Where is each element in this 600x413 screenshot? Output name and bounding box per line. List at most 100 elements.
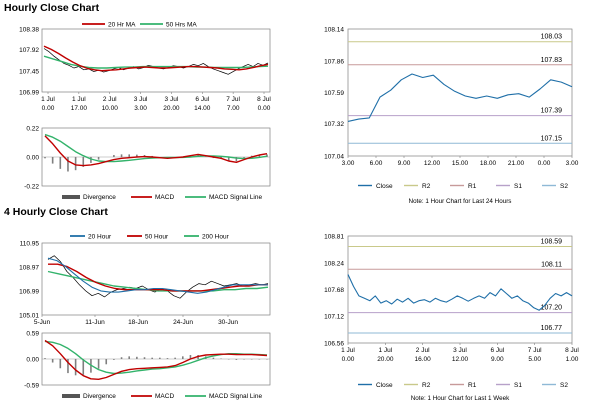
four-hourly-20-series <box>47 257 268 294</box>
four-hourly-200-series <box>47 270 269 292</box>
legend-20hr-ma: 20 Hr MA <box>108 22 136 29</box>
weekly-xtick-line: 1 Jul <box>341 347 355 354</box>
hourly-price-xtick: 8 Jul 0.00 <box>257 96 271 112</box>
hourly-24h-xtick: 9.00 <box>398 160 411 167</box>
four-hourly-price-frame <box>41 242 271 316</box>
four-hourly-price-xtick: 18-Jun <box>128 319 148 326</box>
hourly-24h-xtick-line: 21.00 <box>508 160 525 167</box>
hourly-price-xtick-line: 3.00 <box>134 105 147 112</box>
weekly-xtick-line: 1.00 <box>566 356 579 363</box>
hourly-20hr-ma-series <box>43 45 269 72</box>
hourly-price-xtick-line: 8 Jul <box>257 96 271 103</box>
weekly-level-r2-label: 108.59 <box>541 238 563 245</box>
hourly-close-series <box>43 48 269 75</box>
weekly-xtick-line: 20.00 <box>377 356 394 363</box>
four-hourly-legend-macd-signal: MACD Signal Line <box>209 393 262 400</box>
hourly-24h-xtick: 3.00 <box>566 160 579 167</box>
hourly-price-xtick-line: 17.00 <box>71 105 88 112</box>
hourly-section-title: Hourly Close Chart <box>4 2 100 14</box>
weekly-xtick-line: 3 Jul <box>453 347 467 354</box>
hourly-24h-ytick: 107.86 <box>324 59 344 66</box>
hourly-price-xtick: 3 Jul 20.00 <box>163 96 180 112</box>
hourly-price-xtick: 1 Jul 17.00 <box>71 96 88 112</box>
weekly-xtick-line: 12.00 <box>452 356 469 363</box>
hourly-price-ytick: 106.99 <box>19 89 39 96</box>
hourly-price-xtick-line: 6 Jul <box>195 96 209 103</box>
weekly-ytick: 106.56 <box>324 340 344 347</box>
hourly-price-frame <box>41 28 271 93</box>
hourly-50hrs-ma-series <box>43 55 269 69</box>
hourly-price-xtick: 2 Jul 10.00 <box>102 96 119 112</box>
hourly-price-xtick: 6 Jul 14.00 <box>194 96 211 112</box>
weekly-xtick: 1 Jul 0.00 <box>341 347 355 363</box>
four-hourly-macd-ytick: 0.59 <box>26 330 39 337</box>
four-hourly-price-xtick: 5-Jun <box>34 319 51 326</box>
weekly-legend-close: Close <box>376 382 393 389</box>
hourly-price-ytick: 107.45 <box>19 68 39 75</box>
hourly-24h-ytick: 107.59 <box>324 90 344 97</box>
four-hourly-close-series <box>47 255 269 299</box>
four-hourly-price-xtick: 24-Jun <box>173 319 193 326</box>
weekly-xtick: 6 Jul 9.00 <box>490 347 504 363</box>
hourly-24h-level-r1-label: 107.83 <box>541 57 563 64</box>
hourly-macd-ytick: -0.22 <box>24 183 39 190</box>
weekly-xtick: 8 Jul 1.00 <box>565 347 579 363</box>
hourly-24h-level-s1-label: 107.39 <box>541 108 563 115</box>
four-hourly-50-series <box>48 263 268 292</box>
hourly-price-xtick-line: 7 Jul <box>226 96 240 103</box>
weekly-xtick-line: 6 Jul <box>490 347 504 354</box>
hourly-24h-xtick: 3.00 <box>342 160 355 167</box>
weekly-xtick-line: 1 Jul <box>378 347 392 354</box>
hourly-macd-ytick: 0.22 <box>26 125 39 132</box>
hourly-macd-ytick: 0.00 <box>26 154 39 161</box>
hourly-24h-xtick-line: 9.00 <box>398 160 411 167</box>
hourly-24h-legend-r1: R1 <box>468 183 477 190</box>
weekly-xtick-line: 2 Jul <box>416 347 430 354</box>
weekly-xtick-line: 5.00 <box>528 356 541 363</box>
four-hourly-price-ytick: 108.97 <box>19 264 39 271</box>
four-hourly-section-title: 4 Hourly Close Chart <box>4 206 108 218</box>
hourly-24h-xtick: 21.00 <box>508 160 525 167</box>
weekly-xtick-line: 7 Jul <box>528 347 542 354</box>
hourly-24h-xtick-line: 15.00 <box>452 160 469 167</box>
four-hourly-macd-ytick: 0.00 <box>26 356 39 363</box>
weekly-xtick-line: 16.00 <box>415 356 432 363</box>
hourly-24h-ytick: 107.32 <box>324 121 344 128</box>
hourly-price-xtick-line: 20.00 <box>163 105 180 112</box>
four-hourly-legend-divergence: Divergence <box>83 393 116 400</box>
legend-50hrs-ma: 50 Hrs MA <box>166 22 197 29</box>
weekly-legend-r1: R1 <box>468 382 477 389</box>
hourly-24h-xtick-line: 3.00 <box>342 160 355 167</box>
legend-swatch-divergence <box>62 195 80 199</box>
hourly-24h-level-r2-label: 108.03 <box>541 34 563 41</box>
weekly-xtick-line: 9.00 <box>491 356 504 363</box>
weekly-xtick: 3 Jul 12.00 <box>452 347 469 363</box>
legend-macd: MACD <box>155 194 174 201</box>
weekly-level-r1-label: 108.11 <box>541 261 562 268</box>
four-hourly-legend-0: 20 Hour <box>88 234 112 241</box>
hourly-24h-legend-s2: S2 <box>560 183 568 190</box>
hourly-24h-level-s2-label: 107.15 <box>541 135 563 142</box>
hourly-24h-xtick: 18.00 <box>480 160 497 167</box>
four-hourly-price-ytick: 105.01 <box>19 312 39 319</box>
hourly-24h-ytick: 107.04 <box>324 153 344 160</box>
hourly-price-xtick-line: 1 Jul <box>72 96 86 103</box>
hourly-price-xtick: 1 Jul 0.00 <box>41 96 55 112</box>
weekly-xtick-line: 8 Jul <box>565 347 579 354</box>
hourly-24h-xtick-line: 6.00 <box>370 160 383 167</box>
hourly-24h-legend-r2: R2 <box>422 183 431 190</box>
hourly-price-ytick: 108.38 <box>19 26 39 33</box>
hourly-24h-xtick-line: 18.00 <box>480 160 497 167</box>
hourly-price-xtick: 7 Jul 7.00 <box>226 96 240 112</box>
hourly-24h-xtick-line: 12.00 <box>424 160 441 167</box>
four-hourly-macd-ytick: -0.59 <box>24 382 39 389</box>
legend-divergence: Divergence <box>83 194 116 201</box>
weekly-xtick: 1 Jul 20.00 <box>377 347 394 363</box>
hourly-24h-xtick: 6.00 <box>370 160 383 167</box>
hourly-price-xtick-line: 3 Jul <box>134 96 148 103</box>
weekly-ytick: 108.24 <box>324 260 344 267</box>
four-hourly-legend-swatch-divergence <box>62 394 80 398</box>
hourly-price-xtick-line: 7.00 <box>227 105 240 112</box>
hourly-24h-ytick: 108.14 <box>324 26 344 33</box>
weekly-xtick-line: 0.00 <box>342 356 355 363</box>
